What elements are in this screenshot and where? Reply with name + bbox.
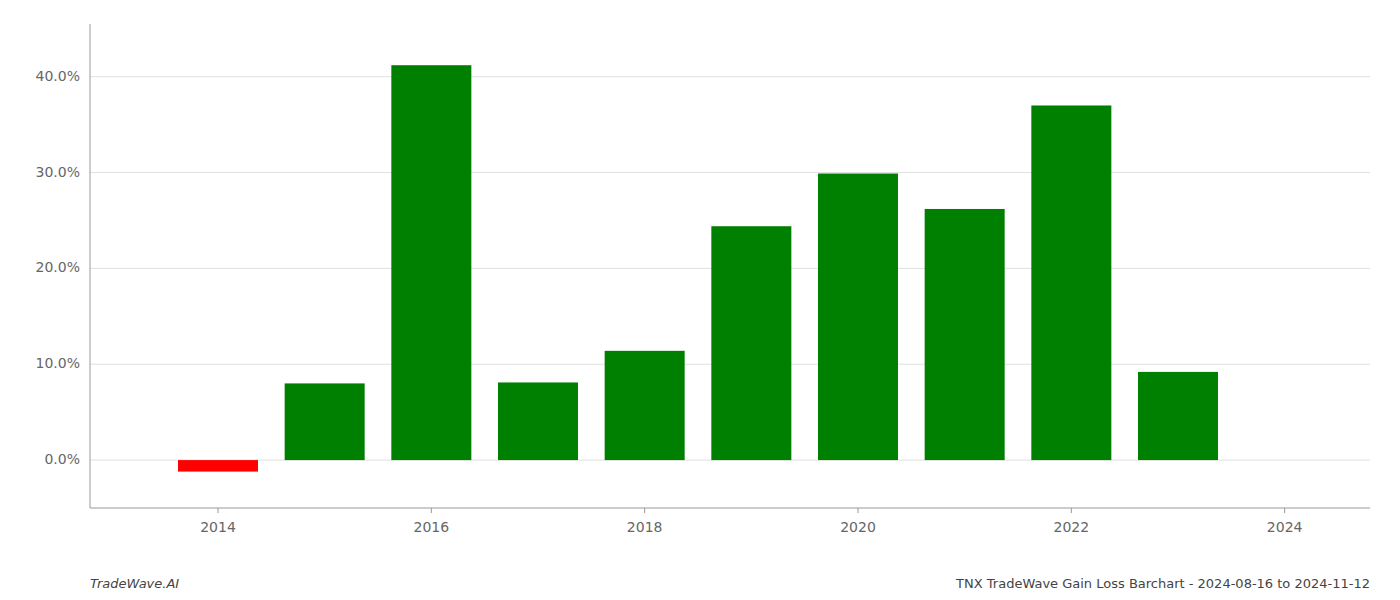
bar <box>498 382 578 460</box>
y-tick-label: 30.0% <box>36 164 80 180</box>
bar <box>178 460 258 472</box>
y-tick-labels: 0.0% 10.0% 20.0% 30.0% 40.0% <box>36 68 80 467</box>
x-tick <box>431 508 432 513</box>
x-tick <box>1071 508 1072 513</box>
bar <box>711 226 791 460</box>
x-tick <box>858 508 859 513</box>
y-tick-label: 40.0% <box>36 68 80 84</box>
y-grid <box>90 77 1370 460</box>
x-tick-label: 2018 <box>627 519 663 535</box>
y-tick-label: 20.0% <box>36 259 80 275</box>
x-axis-line <box>90 508 1370 509</box>
bar <box>1031 105 1111 460</box>
footers: TradeWave.AI TNX TradeWave Gain Loss Barc… <box>90 576 1370 591</box>
x-tick-label: 2020 <box>840 519 876 535</box>
bar <box>285 383 365 460</box>
x-tick-label: 2022 <box>1054 519 1090 535</box>
x-tick <box>1284 508 1285 513</box>
x-tick-label: 2014 <box>200 519 236 535</box>
bar <box>925 209 1005 460</box>
y-axis-line <box>90 24 91 508</box>
chart-container: 0.0% 10.0% 20.0% 30.0% 40.0% 2014 2016 2018 2020… <box>0 0 1400 600</box>
bar <box>1138 372 1218 460</box>
footer-right: TNX TradeWave Gain Loss Barchart - 2024-… <box>955 576 1370 591</box>
grid-line <box>90 76 1370 77</box>
x-tick-label: 2016 <box>414 519 450 535</box>
x-tick <box>218 508 219 513</box>
x-tick-label: 2024 <box>1267 519 1303 535</box>
bar <box>391 65 471 460</box>
axes <box>90 24 1370 508</box>
grid-line <box>90 172 1370 173</box>
y-tick-label: 10.0% <box>36 355 80 371</box>
x-tick <box>644 508 645 513</box>
background <box>0 0 1400 600</box>
bars <box>178 65 1218 471</box>
x-ticks: 2014 2016 2018 2020 2022 2024 <box>200 508 1302 535</box>
bar <box>605 351 685 460</box>
y-tick-label: 0.0% <box>44 451 80 467</box>
footer-left: TradeWave.AI <box>90 576 179 591</box>
chart-svg: 0.0% 10.0% 20.0% 30.0% 40.0% 2014 2016 2018 2020… <box>0 0 1400 600</box>
bar <box>818 174 898 461</box>
